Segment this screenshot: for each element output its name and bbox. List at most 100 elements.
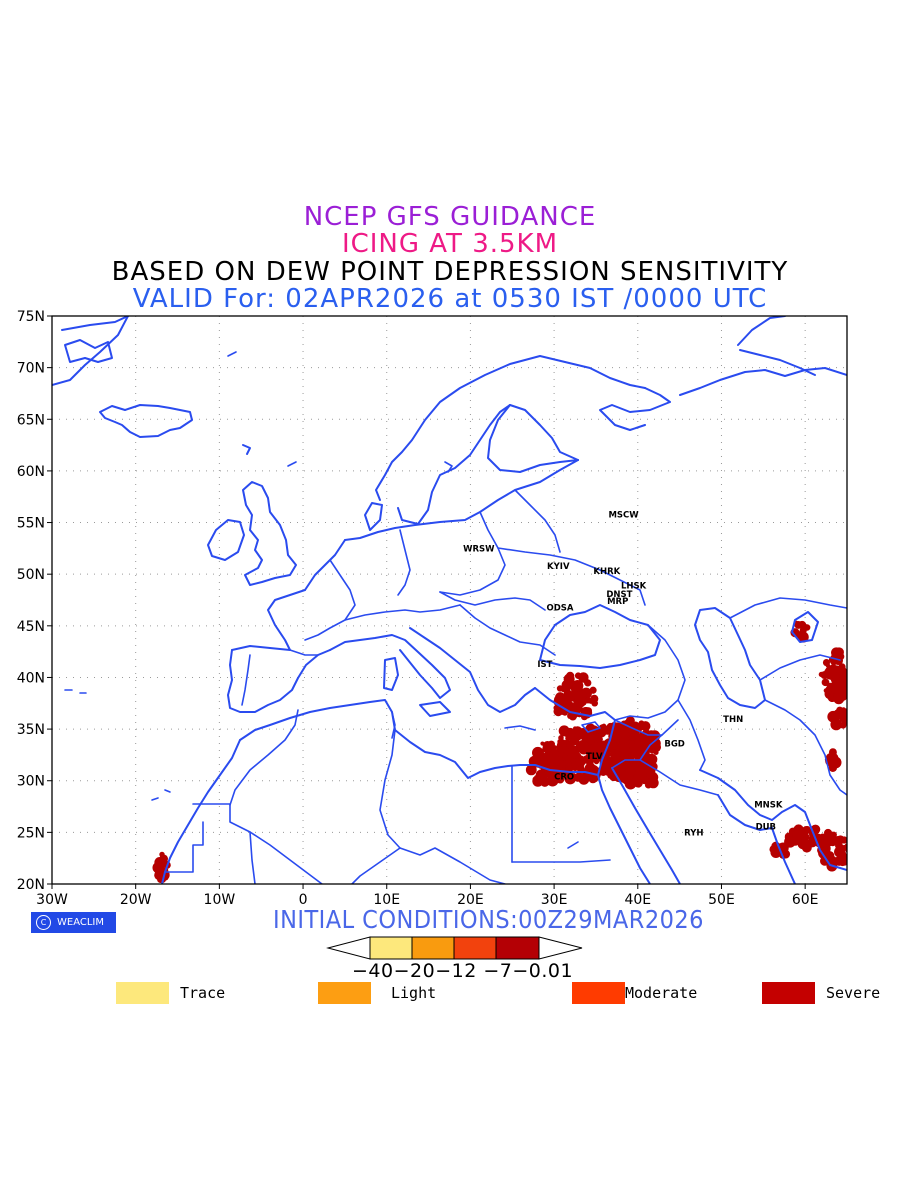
icing-cell: [624, 778, 633, 787]
city-label: KHRK: [593, 567, 620, 577]
sardinia: [383, 657, 399, 691]
icing-cell: [835, 680, 845, 690]
icing-cell: [635, 764, 648, 776]
icing-cell: [632, 773, 644, 785]
icing-cell: [532, 775, 544, 787]
icing-cell: [575, 772, 584, 781]
arabia-island: [567, 841, 579, 849]
faroe-islands: [242, 444, 251, 455]
y-tick-label: 60N: [17, 464, 45, 480]
y-tick-label: 70N: [17, 361, 45, 377]
x-tick-label: 50E: [708, 892, 735, 908]
icing-cell: [587, 738, 594, 745]
x-tick-label: 10E: [373, 892, 400, 908]
y-tick-label: 55N: [17, 516, 45, 532]
denmark: [364, 502, 383, 531]
city-label: THN: [723, 715, 743, 725]
legend-label-moderate: Moderate: [625, 984, 698, 1002]
icing-cell: [568, 691, 574, 697]
city-label: DNST: [606, 590, 632, 600]
border-morocco: [229, 709, 299, 806]
y-tick-label: 75N: [17, 309, 45, 325]
icing-cell: [159, 851, 165, 858]
x-tick-label: 30E: [541, 892, 568, 908]
icing-cell: [828, 763, 838, 772]
oman-coast: [771, 827, 796, 884]
persian-gulf: [699, 769, 847, 871]
border-jordan: [611, 734, 663, 769]
icing-cell: [571, 679, 584, 692]
border-poland-east: [439, 511, 506, 596]
arabia-gulf-coast: [717, 794, 773, 831]
icing-cell: [840, 836, 847, 844]
weaclim-logo: C WEACLIM: [31, 912, 116, 933]
balkan-coast: [409, 627, 536, 713]
border-france-germany: [304, 559, 356, 641]
icing-cell: [593, 759, 600, 765]
levant-coast: [597, 719, 616, 776]
canary-islands: [151, 789, 171, 801]
x-tick-label: 0: [299, 892, 308, 908]
plot-frame: [51, 315, 848, 885]
icing-cell: [614, 726, 621, 734]
legend-swatch-moderate: [572, 982, 625, 1004]
y-tick-label: 25N: [17, 825, 45, 841]
y-tick-label: 65N: [17, 412, 45, 428]
colorbar-labels: −40−20−12 −7−0.01: [352, 960, 574, 982]
icing-cell: [558, 735, 564, 741]
border-kazakhstan: [729, 597, 847, 619]
x-tick-label: 10W: [204, 892, 236, 908]
red-sea-west: [597, 774, 651, 884]
legend-swatch-light: [318, 982, 371, 1004]
icing-cell: [546, 753, 558, 765]
border-turkey-east: [614, 624, 686, 721]
y-tick-label: 30N: [17, 774, 45, 790]
city-label: MRP: [607, 597, 628, 607]
border-iran-iraq: [677, 699, 706, 771]
icing-cell: [567, 713, 573, 719]
icing-cell: [574, 672, 582, 679]
lat-lon-grid: [51, 315, 847, 885]
border-iran-east: [764, 699, 847, 796]
city-label: MNSK: [754, 801, 783, 811]
x-tick-label: 30W: [36, 892, 68, 908]
logo-text: WEACLIM: [57, 917, 105, 928]
title-line-2: ICING AT 3.5KM: [341, 229, 559, 259]
icing-cell: [824, 669, 835, 680]
svalbard-2: [287, 461, 297, 467]
red-sea-east: [611, 767, 681, 884]
icing-cell: [638, 720, 645, 727]
city-label: DUB: [756, 822, 776, 832]
icing-cell: [825, 663, 831, 668]
ireland-coast: [207, 519, 245, 561]
icing-cell: [634, 738, 643, 748]
map-features: [52, 316, 847, 884]
icing-cell: [624, 736, 629, 742]
border-mauritania: [192, 803, 323, 884]
icing-cell: [821, 678, 830, 687]
icing-cell: [585, 774, 591, 780]
icing-cell: [830, 831, 837, 838]
copyright-icon: C: [36, 915, 51, 930]
icing-cell: [630, 750, 637, 757]
north-africa-coast: [239, 699, 599, 779]
greenland-fjords: [64, 339, 113, 363]
icing-cell: [825, 753, 836, 763]
border-tunisia: [391, 711, 396, 739]
colorbar-moderate: [453, 936, 497, 960]
icing-cell: [541, 760, 550, 768]
border-uzbek: [759, 654, 841, 681]
turkey-south-coast: [534, 687, 616, 721]
city-label: TLV: [586, 752, 603, 762]
border-mauritania-west: [164, 821, 204, 873]
city-label: IST: [537, 660, 552, 670]
icing-cell: [565, 677, 575, 687]
legend-label-severe: Severe: [826, 984, 881, 1002]
icing-cell: [586, 761, 594, 770]
icing-cell: [542, 744, 551, 753]
north-sea-coast: [304, 539, 346, 591]
border-syria: [614, 719, 679, 736]
city-label: RYH: [684, 828, 703, 838]
icing-cell: [584, 679, 592, 687]
border-libya-algeria: [379, 729, 401, 849]
